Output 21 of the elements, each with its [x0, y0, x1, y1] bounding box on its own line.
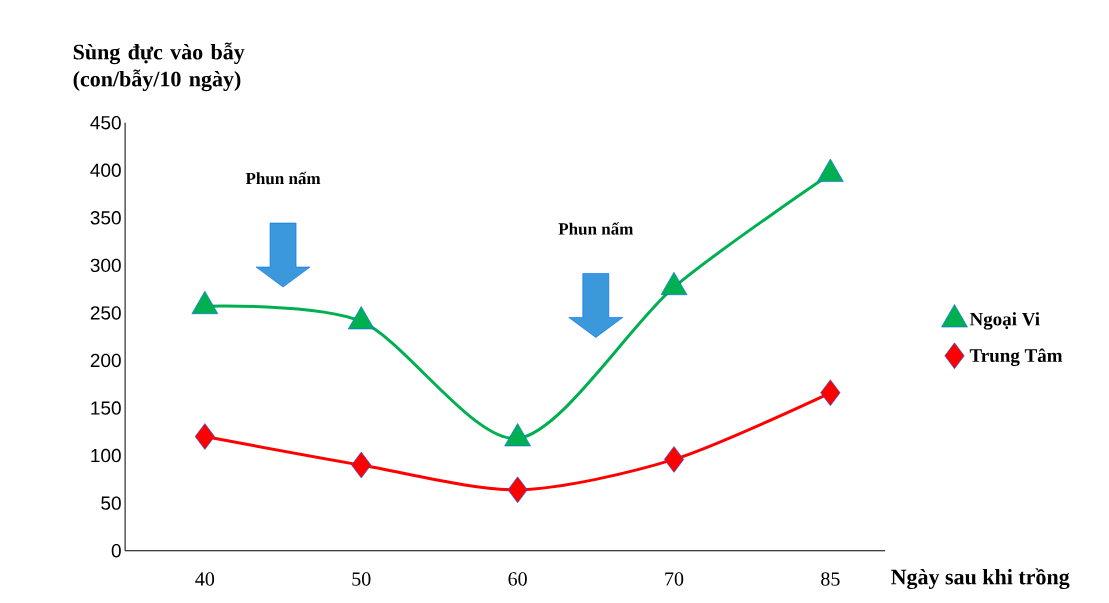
y-tick-label: 450	[90, 115, 121, 130]
y-tick-label: 100	[91, 448, 121, 463]
y-tick-label: 300	[90, 258, 121, 273]
x-axis-title: Ngày sau khi trồng	[891, 568, 1070, 590]
y-tick-label: 400	[90, 163, 121, 177]
legend-label: Trung Tâm	[969, 348, 1063, 366]
y-tick-label: 150	[91, 401, 121, 415]
legend-label: Ngoại Vi	[969, 312, 1040, 330]
x-tick-label: 50	[352, 572, 371, 586]
x-tick-label: 40	[195, 572, 215, 586]
y-axis-title: Sùng đực vào bẫy (con/bẫy/10 ngày)	[73, 42, 245, 92]
y-tick-label: 200	[90, 353, 121, 368]
y-tick-label: 50	[101, 496, 121, 510]
y-tick-label: 250	[90, 306, 121, 320]
y-tick-label: 0	[111, 543, 121, 558]
x-tick-label: 70	[665, 572, 684, 586]
x-tick-label: 60	[508, 572, 527, 586]
annotation: Phun nấm	[558, 222, 634, 235]
annotation: Phun nấm	[245, 171, 321, 185]
x-tick-label: 85	[821, 572, 840, 586]
y-tick-label: 350	[90, 211, 121, 225]
